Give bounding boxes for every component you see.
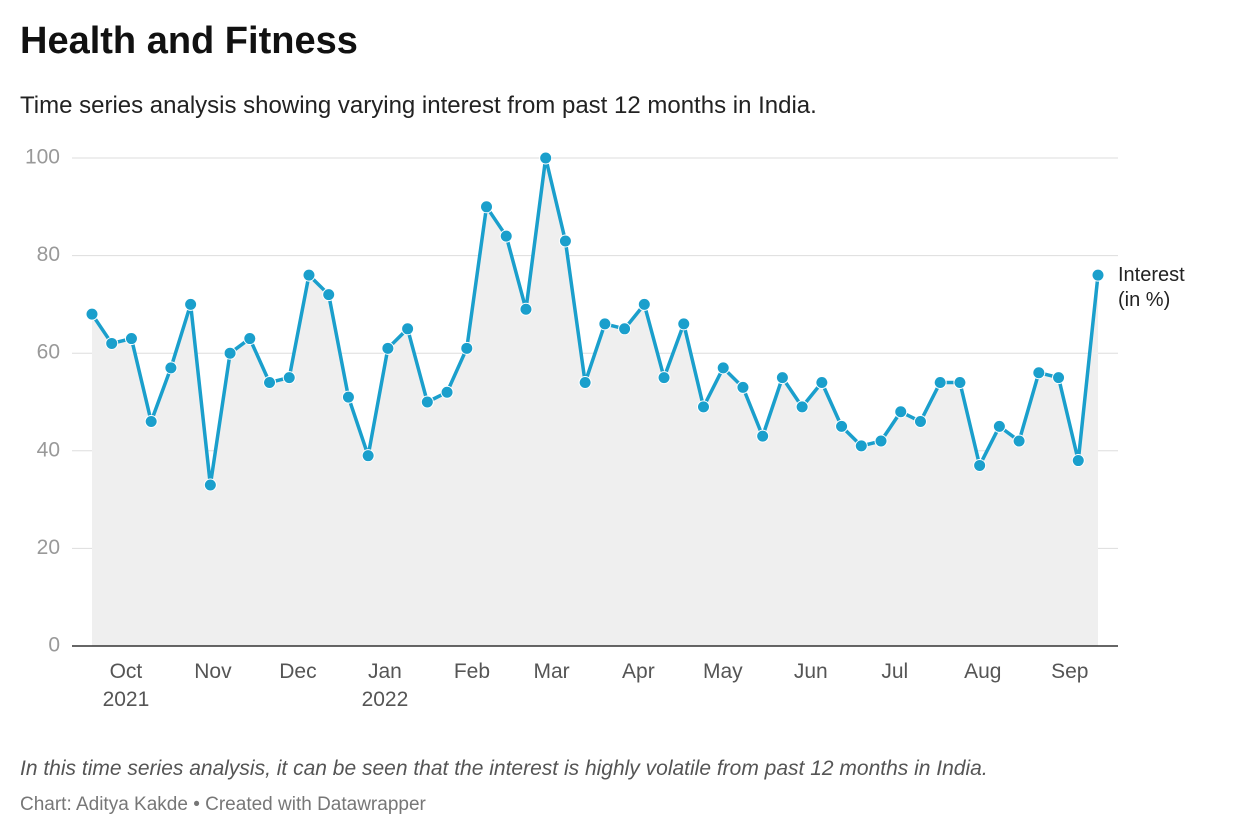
data-point xyxy=(795,400,809,414)
chart-title: Health and Fitness xyxy=(20,20,358,62)
credit: Chart: Aditya Kakde • Created with Dataw… xyxy=(20,794,426,815)
data-point xyxy=(420,395,434,409)
y-tick-label: 100 xyxy=(25,146,60,169)
data-point xyxy=(460,341,474,355)
data-point xyxy=(341,390,355,404)
data-point xyxy=(480,200,494,214)
chart: 0 20 40 60 80 100 xyxy=(25,146,1118,657)
chart-subtitle: Time series analysis showing varying int… xyxy=(20,92,817,119)
x-tick-label: Jun xyxy=(793,660,828,683)
note: In this time series analysis, it can be … xyxy=(20,757,988,780)
data-point xyxy=(598,317,612,331)
data-point xyxy=(874,434,888,448)
data-point xyxy=(164,361,178,375)
x-tick-label: Sep xyxy=(1051,660,1089,683)
data-line xyxy=(90,156,1100,487)
data-point xyxy=(618,322,632,336)
data-point xyxy=(835,419,849,433)
data-point xyxy=(381,341,395,355)
data-point xyxy=(1091,268,1105,282)
data-point xyxy=(894,405,908,419)
data-point xyxy=(736,380,750,394)
data-point xyxy=(815,375,829,389)
data-point xyxy=(1032,366,1046,380)
data-point xyxy=(775,371,789,385)
data-point xyxy=(499,229,513,243)
y-tick-label: 0 xyxy=(48,634,60,657)
data-point xyxy=(1052,371,1066,385)
x-tick-label: Aug xyxy=(964,660,1002,683)
data-point xyxy=(223,346,237,360)
data-point xyxy=(637,297,651,311)
data-point xyxy=(1012,434,1026,448)
data-point xyxy=(539,151,553,165)
data-point xyxy=(558,234,572,248)
data-point xyxy=(854,439,868,453)
data-point xyxy=(913,415,927,429)
data-point xyxy=(440,385,454,399)
x-tick-label: Jan 2022 xyxy=(361,660,409,711)
data-point xyxy=(519,302,533,316)
x-tick-label: May xyxy=(702,660,743,683)
data-point xyxy=(203,478,217,492)
y-tick-label: 80 xyxy=(37,243,60,266)
data-point xyxy=(1071,454,1085,468)
data-point xyxy=(716,361,730,375)
data-point xyxy=(105,336,119,350)
x-tick-label: Jul xyxy=(881,660,909,683)
data-point xyxy=(263,375,277,389)
data-point xyxy=(578,375,592,389)
data-point xyxy=(657,371,671,385)
data-point xyxy=(243,332,257,346)
data-point xyxy=(184,297,198,311)
x-tick-label: Oct 2021 xyxy=(102,660,150,711)
data-point xyxy=(992,419,1006,433)
data-point xyxy=(85,307,99,321)
data-point xyxy=(973,458,987,472)
data-point xyxy=(696,400,710,414)
data-point xyxy=(282,371,296,385)
x-tick-label: Mar xyxy=(533,660,570,683)
data-point xyxy=(401,322,415,336)
area-fill xyxy=(92,158,1098,646)
x-tick-label: Nov xyxy=(194,660,232,683)
y-tick-label: 20 xyxy=(37,536,60,559)
data-point xyxy=(953,375,967,389)
legend-label: Interest (in %) xyxy=(1118,264,1185,312)
data-point xyxy=(677,317,691,331)
data-point xyxy=(361,449,375,463)
data-point xyxy=(124,332,138,346)
x-tick-label: Feb xyxy=(453,660,490,683)
data-point xyxy=(322,288,336,302)
data-point xyxy=(302,268,316,282)
data-point xyxy=(144,415,158,429)
x-tick-label: Dec xyxy=(279,660,317,683)
y-tick-label: 60 xyxy=(37,341,60,364)
data-point xyxy=(756,429,770,443)
y-tick-label: 40 xyxy=(37,438,60,461)
x-tick-label: Apr xyxy=(622,660,655,683)
data-point xyxy=(933,375,947,389)
